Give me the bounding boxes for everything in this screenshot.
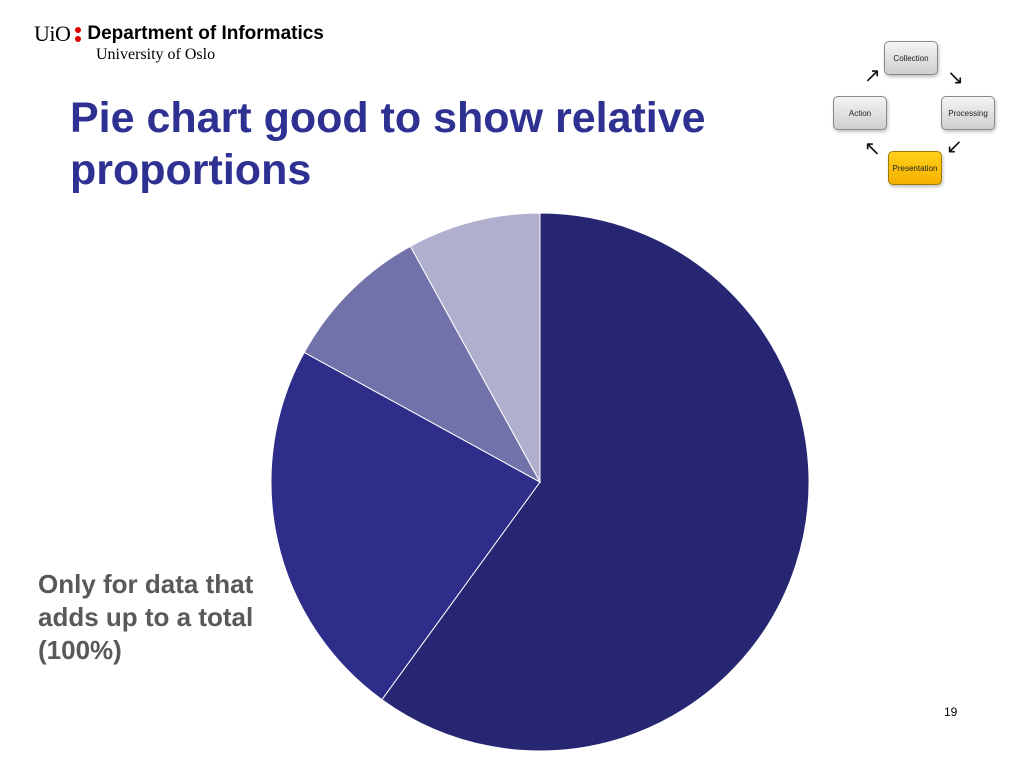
- arrow-up-left-icon: ↖: [864, 138, 881, 160]
- pie-slice-4: [409, 212, 541, 483]
- slide-caption: Only for data that adds up to a total (1…: [38, 569, 254, 665]
- cycle-node-presentation: Presentation: [888, 151, 942, 185]
- cycle-node-collection: Collection: [884, 41, 938, 75]
- pie-slice-1: [381, 212, 810, 752]
- department-name: Department of Informatics: [87, 23, 324, 44]
- page-number: 19: [944, 705, 958, 719]
- arrow-down-left-icon: ↙: [946, 136, 963, 158]
- uio-logo-text: UiO: [34, 21, 71, 46]
- cycle-diagram: Collection Processing Presentation Actio…: [826, 40, 996, 192]
- slide-title: Pie chart good to show relative proporti…: [70, 94, 706, 194]
- university-name: University of Oslo: [96, 46, 216, 63]
- uio-dots-icon: [75, 26, 82, 42]
- cycle-node-processing: Processing: [941, 96, 995, 130]
- uio-logo: UiO Department of Informatics University…: [34, 21, 324, 64]
- arrow-up-right-icon: ↗: [864, 65, 881, 87]
- pie-slice-2: [270, 351, 541, 701]
- pie-slice-3: [303, 245, 542, 484]
- cycle-node-action: Action: [833, 96, 887, 130]
- arrow-down-right-icon: ↘: [947, 67, 964, 89]
